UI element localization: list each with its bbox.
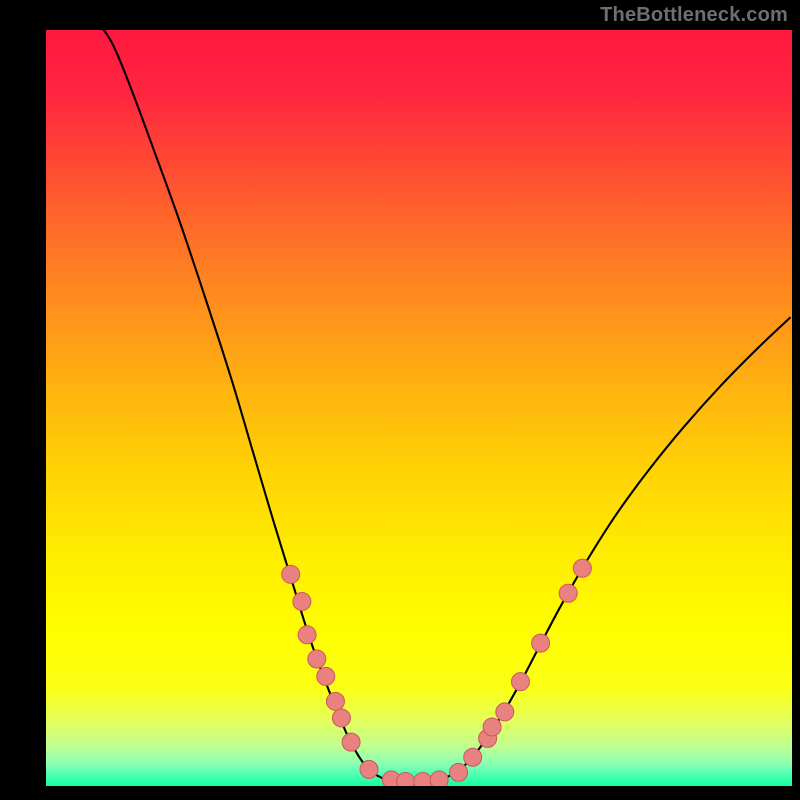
- data-marker: [308, 650, 326, 668]
- data-marker: [293, 593, 311, 611]
- data-marker: [464, 748, 482, 766]
- data-marker: [298, 626, 316, 644]
- data-marker: [397, 772, 415, 790]
- data-marker: [559, 584, 577, 602]
- data-marker: [282, 565, 300, 583]
- data-marker: [414, 772, 432, 790]
- data-marker: [573, 559, 591, 577]
- data-marker: [496, 703, 514, 721]
- chart-frame: TheBottleneck.com: [0, 0, 800, 800]
- data-marker: [360, 760, 378, 778]
- data-marker: [326, 692, 344, 710]
- data-marker: [450, 763, 468, 781]
- chart-background-gradient: [46, 30, 792, 786]
- data-marker: [332, 709, 350, 727]
- data-marker: [511, 673, 529, 691]
- data-marker: [532, 634, 550, 652]
- data-marker: [483, 718, 501, 736]
- data-marker: [342, 733, 360, 751]
- bottleneck-chart: [0, 0, 800, 800]
- data-marker: [430, 771, 448, 789]
- data-marker: [317, 667, 335, 685]
- watermark-text: TheBottleneck.com: [600, 4, 788, 27]
